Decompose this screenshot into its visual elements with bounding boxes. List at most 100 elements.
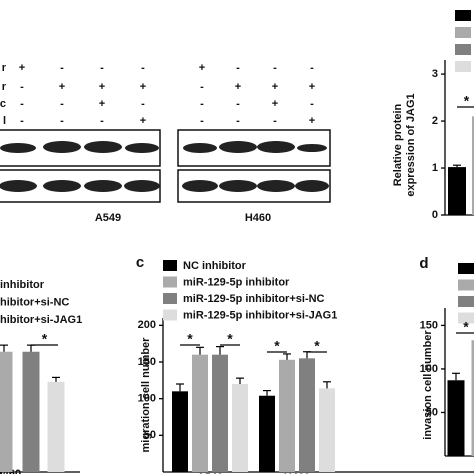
bar [47, 381, 65, 472]
sign: - [236, 115, 240, 127]
legend-swatch [455, 61, 471, 72]
y-tick-label: 1 [432, 162, 438, 174]
sign: - [273, 62, 277, 74]
significance-star: * [274, 338, 280, 354]
band [0, 143, 36, 153]
row-label: r [2, 81, 7, 93]
band [84, 141, 122, 153]
sign: - [60, 115, 64, 127]
y-tick-label: 2 [432, 115, 438, 127]
band [182, 180, 218, 192]
legend-label: miR-129-5p inhibitor+si-JAG1 [183, 309, 337, 321]
bar [299, 358, 315, 472]
y-tick-label: 150 [138, 356, 156, 368]
legend-swatch [163, 260, 177, 271]
band [0, 180, 37, 192]
significance-star: * [463, 319, 469, 335]
band [219, 141, 257, 153]
sign: + [140, 81, 146, 93]
y-tick-label: 100 [420, 363, 438, 375]
legend-label: hibitor+si-JAG1 [0, 314, 82, 326]
y-axis-label: migration cell number [140, 337, 152, 453]
legend-swatch [458, 279, 474, 291]
sign: - [20, 81, 24, 93]
legend-swatch [455, 44, 471, 55]
legend-label: miR-129-5p inhibitor [183, 276, 290, 288]
error-bar [0, 344, 8, 352]
sign: + [99, 98, 105, 110]
error-bar [323, 381, 331, 389]
y-tick-label: 50 [144, 429, 156, 441]
band [43, 141, 81, 153]
legend-swatch [458, 263, 474, 274]
sign: + [59, 81, 65, 93]
bar [172, 391, 188, 472]
sign: - [200, 98, 204, 110]
sign: - [141, 62, 145, 74]
bar [259, 395, 275, 472]
error-bar [196, 346, 204, 355]
y-axis-label: Relative protein [392, 103, 404, 186]
significance-star: * [42, 331, 48, 347]
sign: - [20, 115, 24, 127]
bar [471, 340, 474, 456]
significance-star: * [187, 331, 193, 347]
y-tick-label: 100 [138, 393, 156, 405]
sign: + [272, 81, 278, 93]
sign: + [199, 62, 205, 74]
blot-images [0, 129, 331, 203]
bar [22, 351, 40, 472]
sign: - [310, 62, 314, 74]
bar [472, 116, 474, 215]
legend-swatch [455, 10, 471, 21]
bar [279, 359, 295, 472]
sign: + [140, 115, 146, 127]
error-bar [27, 344, 35, 352]
chart: 50 100 150 200 migration cell number A549 H460… [138, 260, 474, 474]
x-tick-label: H460 [284, 472, 310, 474]
sign: + [309, 81, 315, 93]
sign: - [200, 81, 204, 93]
panel-letter: d [419, 255, 428, 272]
y-tick-label: 50 [426, 406, 438, 418]
band [257, 141, 295, 153]
sign: + [235, 81, 241, 93]
y-tick-label: 0 [432, 209, 438, 221]
legend-swatch [163, 276, 177, 288]
panel-letter: c [136, 254, 144, 271]
cell-line-label: H460 [245, 212, 271, 224]
sign: - [273, 115, 277, 127]
bar [448, 167, 466, 215]
row-label: l [3, 115, 6, 127]
significance-star: * [314, 338, 320, 354]
sign: + [19, 62, 25, 74]
sign: - [100, 62, 104, 74]
x-tick-label: A549 [197, 472, 223, 474]
band [43, 180, 81, 192]
error-bar [52, 376, 60, 382]
y-tick-label: 3 [432, 68, 438, 80]
significance-star: * [227, 331, 233, 347]
legend-label: hibitor+si-NC [0, 296, 69, 308]
sign: - [310, 98, 314, 110]
row-label: r [2, 62, 7, 74]
band [84, 180, 122, 192]
legend-swatch [458, 312, 474, 324]
sign: - [100, 115, 104, 127]
legend-swatch [163, 309, 177, 321]
error-bar [303, 351, 311, 359]
sign: - [60, 98, 64, 110]
sign: + [309, 115, 315, 127]
legend-label: NC inhibitor [183, 260, 247, 272]
legend-swatch [163, 293, 177, 304]
error-bar [283, 353, 291, 360]
sign: - [60, 62, 64, 74]
band [297, 144, 327, 152]
y-tick-label: 150 [420, 319, 438, 331]
error-bar [452, 372, 460, 381]
error-bar [216, 346, 224, 355]
band [257, 180, 295, 192]
sign: - [236, 98, 240, 110]
bar [319, 388, 335, 472]
